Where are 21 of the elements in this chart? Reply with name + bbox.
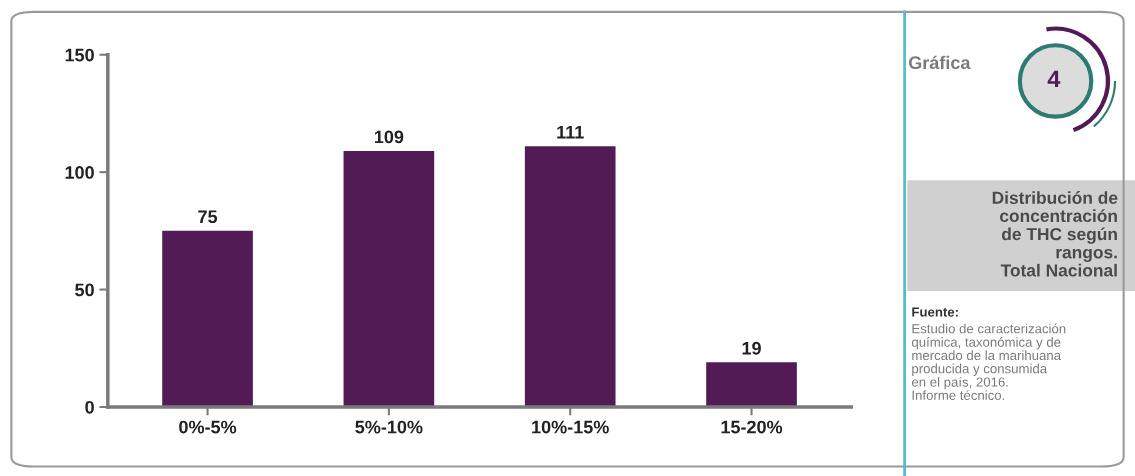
y-tick-label: 150 [65,48,94,62]
y-tick-label: 50 [75,283,94,297]
text: 4 [1047,70,1061,88]
bar [343,151,435,407]
data-label: 109 [374,130,404,144]
x-tick-label: 10%-15% [532,420,609,434]
data-label: 111 [557,125,584,139]
bar [706,362,797,407]
text: Gráfica [908,55,971,70]
data-label: 19 [742,341,761,355]
bar [162,230,253,407]
text: Distribución de concentración de THC según rangos. Total Nacional [992,191,1118,277]
x-tick-label: 0%-5% [179,420,237,434]
bar [524,146,616,407]
y-tick-label: 100 [65,166,94,179]
x-tick-label: 15-20% [721,420,783,434]
x-tick-label: 5%-10% [355,420,423,434]
text: Estudio de caracterización química, taxonómica y de mercado de la marihuana producida y consumida en el país, 2016. Informe técnico. [911,323,1066,400]
source-note: Fuente: [912,307,958,317]
y-tick-label: 0 [85,400,94,414]
data-label: 75 [198,210,218,224]
